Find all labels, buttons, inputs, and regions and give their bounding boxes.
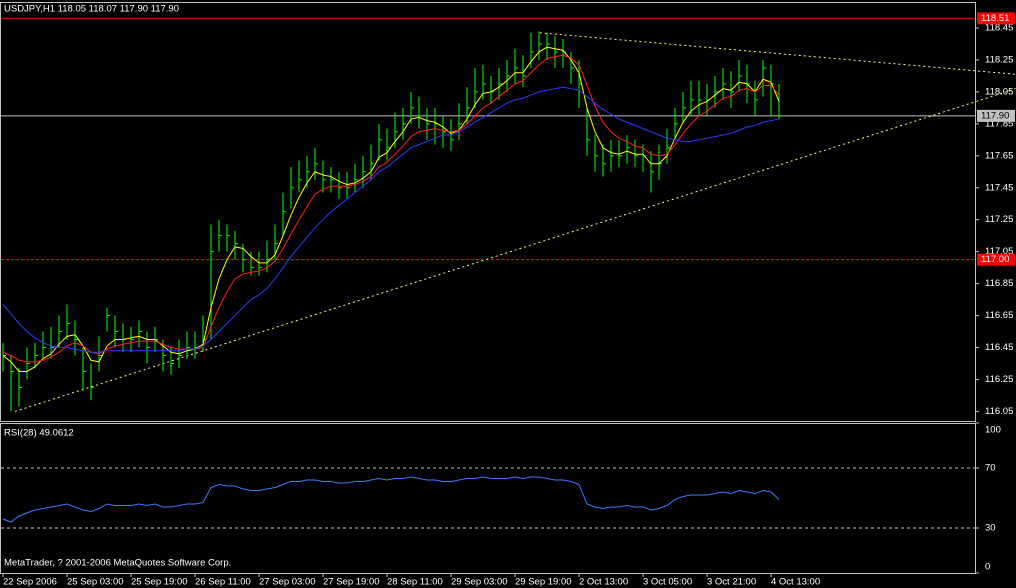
- price-level-box: [977, 253, 1015, 266]
- price-level-label: 117.90: [981, 110, 1009, 121]
- x-tick-label: 28 Sep 11:00: [387, 577, 443, 588]
- y-tick-label: 116.25: [985, 374, 1013, 385]
- x-tick-label: 25 Sep 19:00: [131, 577, 188, 588]
- y-tick-label: 116.45: [985, 342, 1013, 353]
- x-tick-label: 27 Sep 03:00: [259, 577, 316, 588]
- indicator-line: [2, 476, 780, 523]
- x-tick-label: 29 Sep 03:00: [451, 577, 508, 588]
- y-tick-label: 116.85: [985, 278, 1013, 289]
- y-tick-label: 117.65: [985, 150, 1013, 161]
- y-tick-label: 116.05: [985, 406, 1013, 417]
- y-tick-label: 117.25: [985, 214, 1013, 225]
- y-tick-label: 30: [985, 523, 996, 534]
- price-panel-title: USDJPY,H1 118.05 118.07 117.90 117.90: [4, 4, 179, 15]
- x-tick-label: 3 Oct 05:00: [643, 577, 692, 588]
- x-tick-label: 3 Oct 21:00: [707, 577, 756, 588]
- y-tick-label: 116.65: [985, 310, 1013, 321]
- price-level-box: [977, 12, 1015, 25]
- y-tick-label: 0: [985, 562, 990, 573]
- x-tick-label: 4 Oct 13:00: [771, 577, 820, 588]
- y-tick-label: 118.25: [985, 54, 1013, 65]
- y-tick-label: 117.45: [985, 182, 1013, 193]
- y-tick-label: 118.05: [985, 86, 1013, 97]
- y-tick-label: 117.05: [985, 246, 1013, 257]
- trendline: [14, 88, 1016, 412]
- indicator-line: [2, 86, 780, 353]
- y-tick-label: 70: [985, 463, 996, 474]
- indicator-line: [2, 54, 780, 363]
- price-level-label: 118.51: [981, 13, 1009, 24]
- y-tick-label: 118.45: [985, 22, 1013, 33]
- price-level-box: [977, 109, 1015, 122]
- rsi-panel-frame: [0, 423, 976, 574]
- y-tick-label: 117.85: [985, 118, 1013, 129]
- x-tick-label: 25 Sep 03:00: [67, 577, 124, 588]
- y-tick-label: 100: [985, 425, 1001, 436]
- x-tick-label: 2 Oct 13:00: [579, 577, 628, 588]
- x-tick-label: 26 Sep 11:00: [195, 577, 251, 588]
- rsi-panel-title: RSI(28) 49.0612: [4, 428, 74, 439]
- x-tick-label: 27 Sep 19:00: [323, 577, 380, 588]
- price-level-label: 117.00: [981, 254, 1009, 265]
- indicator-line: [2, 46, 780, 372]
- price-panel-frame: [0, 2, 976, 422]
- copyright-footer: MetaTrader, ? 2001-2006 MetaQuotes Softw…: [4, 558, 231, 569]
- x-tick-label: 22 Sep 2006: [3, 577, 57, 588]
- x-tick-label: 29 Sep 19:00: [515, 577, 572, 588]
